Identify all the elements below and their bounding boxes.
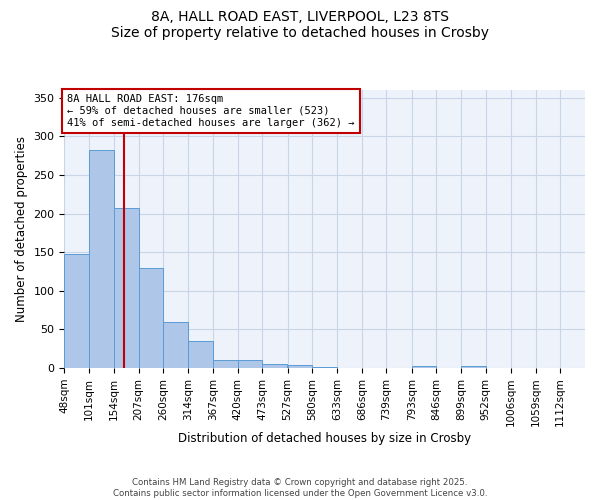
Bar	[139, 268, 163, 368]
Bar	[262, 364, 287, 368]
Bar	[213, 360, 238, 368]
Bar	[163, 322, 188, 368]
Bar	[114, 208, 139, 368]
Text: Contains HM Land Registry data © Crown copyright and database right 2025.
Contai: Contains HM Land Registry data © Crown c…	[113, 478, 487, 498]
Bar	[64, 254, 89, 368]
Text: 8A HALL ROAD EAST: 176sqm
← 59% of detached houses are smaller (523)
41% of semi: 8A HALL ROAD EAST: 176sqm ← 59% of detac…	[67, 94, 355, 128]
Bar	[313, 367, 337, 368]
Y-axis label: Number of detached properties: Number of detached properties	[15, 136, 28, 322]
Bar	[188, 341, 213, 368]
Bar	[461, 366, 486, 368]
X-axis label: Distribution of detached houses by size in Crosby: Distribution of detached houses by size …	[178, 432, 471, 445]
Bar	[89, 150, 114, 368]
Bar	[412, 366, 436, 368]
Text: 8A, HALL ROAD EAST, LIVERPOOL, L23 8TS
Size of property relative to detached hou: 8A, HALL ROAD EAST, LIVERPOOL, L23 8TS S…	[111, 10, 489, 40]
Bar	[238, 360, 262, 368]
Bar	[287, 365, 313, 368]
